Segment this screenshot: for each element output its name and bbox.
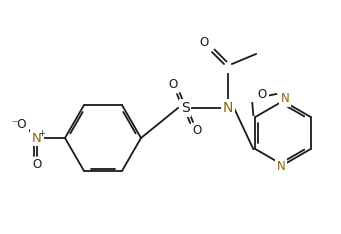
Text: S: S [181,101,189,115]
Text: O: O [192,124,202,138]
Text: ⁻O: ⁻O [11,117,27,131]
Text: N: N [32,132,42,145]
Text: O: O [168,78,178,91]
Text: O: O [258,88,267,100]
Text: N: N [223,101,233,115]
Text: +: + [39,128,45,138]
Text: O: O [199,37,209,50]
Text: O: O [32,158,42,172]
Text: N: N [281,92,290,106]
Text: N: N [277,161,285,173]
